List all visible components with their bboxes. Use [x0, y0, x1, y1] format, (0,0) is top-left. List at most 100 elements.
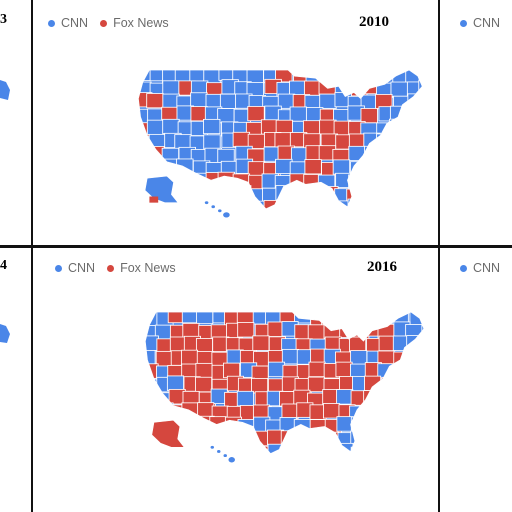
us-map-group	[144, 311, 425, 463]
media-market	[404, 121, 423, 137]
media-market	[321, 199, 339, 209]
media-market	[219, 93, 238, 109]
media-market	[145, 312, 159, 327]
map-panel-2016: CNN Fox News 2016	[33, 248, 438, 512]
legend-cnn-label: CNN	[61, 16, 89, 30]
media-market	[293, 419, 311, 435]
media-market	[361, 161, 379, 177]
media-market	[260, 119, 279, 135]
media-market	[377, 146, 395, 162]
media-market	[180, 349, 199, 366]
media-market	[392, 377, 410, 393]
media-market	[360, 70, 378, 82]
media-market	[155, 350, 173, 367]
media-market	[206, 200, 224, 209]
media-market	[394, 417, 412, 433]
media-market	[182, 322, 200, 339]
media-market	[305, 198, 323, 209]
media-market	[418, 80, 423, 96]
media-market	[420, 119, 423, 135]
media-market	[406, 445, 424, 454]
media-market	[365, 404, 383, 420]
media-market	[333, 120, 352, 136]
media-market	[395, 431, 413, 448]
media-market	[310, 431, 328, 448]
media-market	[361, 199, 380, 209]
media-market	[421, 390, 424, 407]
hawaii-island	[211, 205, 215, 209]
media-market	[380, 402, 398, 419]
media-market	[226, 431, 244, 447]
media-market	[237, 322, 255, 338]
media-market	[378, 335, 396, 352]
media-market	[388, 118, 407, 134]
hawaii-island	[223, 212, 230, 218]
legend-item-fox: Fox News	[100, 16, 169, 30]
media-market	[321, 312, 339, 326]
right-bottom-legend-cnn: CNN	[473, 261, 501, 275]
media-market	[332, 159, 351, 175]
media-market	[423, 325, 424, 341]
media-market	[267, 361, 286, 378]
media-market	[379, 390, 398, 406]
media-market	[304, 159, 322, 175]
media-market	[248, 200, 267, 209]
media-market	[319, 119, 337, 135]
media-market	[339, 322, 357, 338]
media-market	[152, 444, 170, 454]
media-market	[292, 199, 310, 209]
media-market	[363, 445, 381, 454]
media-market	[390, 188, 408, 204]
cnn-dot-icon	[460, 19, 467, 27]
hawaii-island	[228, 457, 235, 463]
media-market	[420, 187, 423, 203]
media-market	[195, 338, 214, 354]
media-market	[303, 80, 322, 96]
media-market	[149, 159, 168, 175]
media-market	[319, 93, 337, 109]
media-market	[183, 432, 201, 448]
media-market	[377, 417, 395, 433]
media-market	[166, 375, 185, 391]
right-top-legend: CNN	[460, 16, 512, 30]
media-market	[274, 132, 292, 148]
alaska-shape	[151, 419, 185, 448]
media-market	[323, 403, 341, 419]
media-market	[184, 444, 202, 454]
media-market	[251, 445, 269, 454]
media-market	[293, 430, 311, 446]
media-market	[323, 323, 341, 339]
media-market	[379, 312, 397, 324]
media-market	[289, 106, 308, 122]
media-market	[418, 70, 423, 82]
media-market	[197, 402, 215, 418]
media-market	[379, 432, 397, 449]
media-market	[365, 417, 383, 434]
media-market	[307, 324, 325, 340]
media-market	[247, 106, 265, 122]
media-market	[377, 174, 395, 190]
media-market	[389, 105, 408, 121]
divider-right	[438, 0, 440, 512]
us-map	[138, 69, 423, 218]
left-bottom-map-fragment	[0, 324, 10, 343]
cnn-dot-icon	[55, 264, 62, 272]
media-market	[348, 145, 366, 162]
media-market	[406, 160, 423, 177]
media-market	[252, 335, 270, 351]
media-market	[190, 172, 208, 188]
media-market	[406, 148, 423, 164]
media-market	[348, 174, 366, 190]
media-market	[236, 312, 254, 324]
media-market	[232, 131, 251, 147]
media-market	[393, 445, 411, 454]
media-market	[195, 362, 213, 379]
media-market	[388, 145, 407, 161]
media-market	[377, 160, 396, 176]
legend-cnn-label: CNN	[68, 261, 96, 275]
alaska-market	[149, 196, 159, 203]
media-market	[420, 429, 424, 445]
media-market	[374, 187, 393, 203]
media-market	[403, 202, 421, 209]
media-market	[177, 186, 195, 202]
